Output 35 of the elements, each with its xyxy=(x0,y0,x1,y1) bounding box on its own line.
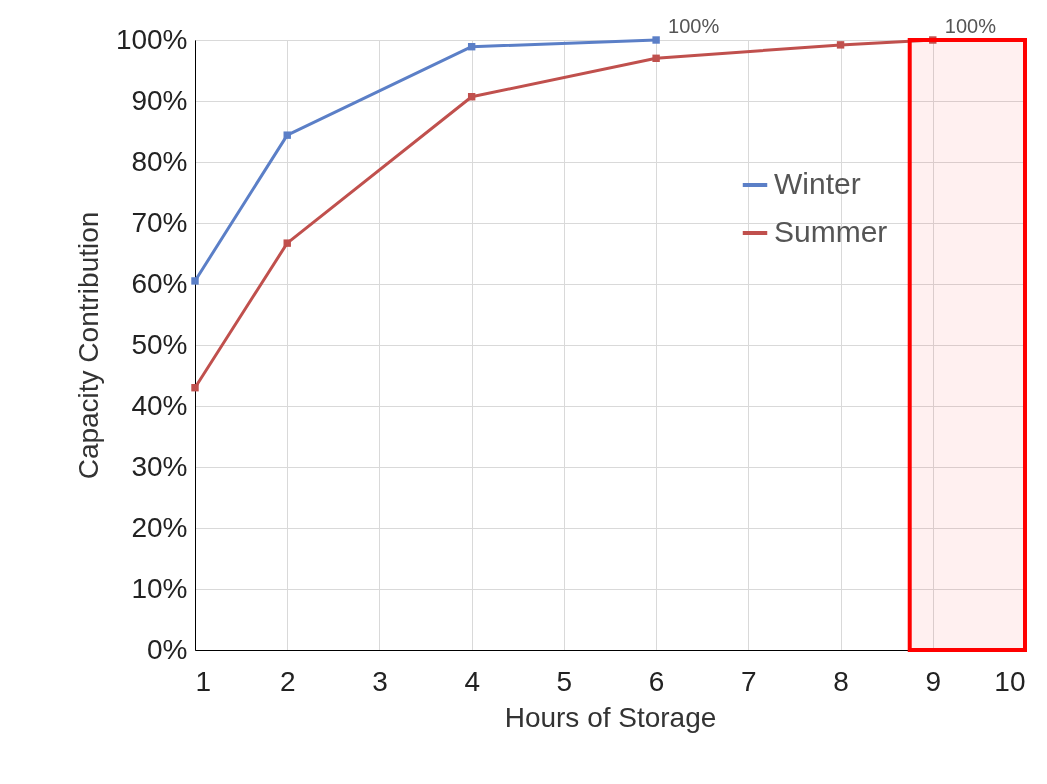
data-label: 100% xyxy=(944,15,997,37)
x-tick-label: 3 xyxy=(372,665,388,697)
x-tick-label: 10 xyxy=(994,665,1026,697)
x-tick-label: 1 xyxy=(195,665,212,697)
x-tick-label: 5 xyxy=(556,665,573,697)
x-axis-title: Hours of Storage xyxy=(504,701,717,733)
point xyxy=(191,383,199,392)
y-tick-label: 70% xyxy=(131,206,188,238)
y-tick-label: 80% xyxy=(131,145,188,177)
point xyxy=(191,277,199,285)
x-tick-label: 2 xyxy=(279,665,296,697)
legend-label: Summer xyxy=(774,215,888,248)
y-tick-label: 30% xyxy=(131,450,188,482)
x-tick-label: 4 xyxy=(464,665,480,697)
x-tick-label: 8 xyxy=(833,665,849,697)
y-axis-title: Capacity Contribution xyxy=(72,211,104,480)
point xyxy=(929,36,937,44)
x-tick-label: 6 xyxy=(648,665,665,697)
y-tick-label: 90% xyxy=(131,84,188,116)
y-tick-label: 0% xyxy=(147,633,188,665)
y-tick-label: 60% xyxy=(131,267,188,299)
y-tick-label: 40% xyxy=(131,389,188,421)
point xyxy=(652,54,660,63)
y-tick-label: 10% xyxy=(131,572,188,604)
x-tick-label: 9 xyxy=(925,665,942,697)
y-tick-label: 100% xyxy=(115,23,188,55)
data-label: 100% xyxy=(668,15,720,37)
legend-label: Winter xyxy=(774,167,861,200)
y-tick-label: 50% xyxy=(131,328,188,360)
point xyxy=(652,36,660,44)
point xyxy=(283,131,291,139)
point xyxy=(283,239,291,247)
point xyxy=(836,41,845,49)
y-tick-label: 20% xyxy=(131,511,188,543)
x-tick-label: 7 xyxy=(741,665,757,697)
